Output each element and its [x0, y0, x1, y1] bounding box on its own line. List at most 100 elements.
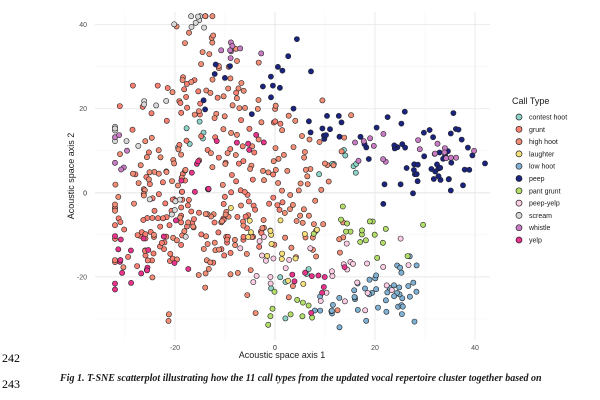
- data-point: [274, 64, 281, 70]
- data-point: [198, 231, 205, 238]
- data-point: [305, 302, 312, 309]
- data-point: [371, 231, 378, 238]
- data-point: [157, 154, 164, 161]
- data-point: [142, 252, 149, 259]
- data-point: [117, 151, 123, 157]
- data-point: [222, 211, 229, 218]
- data-point: [148, 134, 155, 141]
- data-point: [253, 272, 260, 279]
- data-point: [177, 100, 184, 106]
- data-point: [235, 160, 242, 167]
- data-point: [146, 169, 153, 176]
- data-point: [434, 140, 441, 147]
- data-point: [265, 321, 272, 328]
- data-point: [289, 283, 296, 289]
- data-point: [155, 191, 162, 198]
- data-point: [247, 165, 253, 172]
- data-point: [202, 270, 209, 277]
- data-point: [188, 208, 195, 215]
- data-point: [336, 249, 343, 256]
- data-point: [167, 250, 174, 257]
- data-point: [178, 151, 184, 158]
- data-point: [200, 246, 207, 252]
- data-point: [252, 310, 259, 316]
- data-point: [146, 181, 153, 187]
- data-point: [221, 75, 228, 81]
- data-point: [205, 185, 212, 192]
- data-point: [341, 298, 348, 305]
- data-point: [117, 257, 124, 263]
- data-point: [380, 263, 387, 270]
- series-peep: [200, 36, 488, 207]
- data-point: [288, 244, 295, 251]
- data-point: [140, 192, 147, 199]
- data-point: [161, 246, 167, 252]
- data-point: [201, 24, 207, 31]
- data-point: [221, 252, 228, 259]
- data-point: [198, 61, 204, 67]
- legend-swatch: [515, 187, 523, 195]
- data-point: [267, 274, 274, 280]
- data-point: [160, 233, 167, 240]
- line-number-243: 243: [2, 377, 20, 391]
- data-point: [145, 149, 152, 156]
- data-point: [364, 290, 371, 296]
- data-point: [414, 161, 421, 168]
- data-point: [158, 239, 165, 246]
- data-point: [265, 169, 272, 176]
- data-point: [190, 223, 197, 230]
- data-point: [227, 75, 234, 82]
- data-point: [267, 227, 274, 234]
- data-point: [284, 167, 291, 174]
- data-point: [163, 117, 170, 124]
- data-point: [209, 39, 216, 46]
- data-point: [129, 170, 136, 177]
- data-point: [380, 200, 387, 207]
- data-point: [246, 217, 253, 224]
- data-point: [277, 217, 284, 224]
- data-point: [233, 95, 240, 102]
- data-point: [142, 138, 149, 145]
- data-point: [145, 247, 152, 253]
- data-point: [249, 176, 256, 183]
- data-point: [141, 101, 147, 108]
- data-point: [231, 236, 238, 243]
- data-point: [137, 162, 144, 169]
- data-point: [232, 242, 238, 248]
- legend-swatch: [515, 150, 523, 158]
- data-point: [169, 89, 176, 96]
- legend-item: laughter: [515, 150, 555, 158]
- data-point: [450, 110, 457, 116]
- data-point: [308, 273, 315, 279]
- data-point: [471, 147, 477, 154]
- legend-item: pant grunt: [515, 187, 561, 195]
- legend-item: whistle: [515, 224, 551, 232]
- data-point: [213, 138, 220, 144]
- data-point: [383, 282, 390, 289]
- data-point: [317, 307, 324, 314]
- data-point: [270, 194, 277, 201]
- data-point: [260, 233, 267, 240]
- data-point: [251, 149, 258, 156]
- data-point: [227, 63, 233, 69]
- data-point: [267, 313, 274, 320]
- data-point: [366, 218, 373, 225]
- data-point: [413, 262, 420, 269]
- data-point: [210, 32, 217, 39]
- y-tick-label: 40: [79, 22, 87, 29]
- data-point: [388, 287, 395, 293]
- data-point: [255, 97, 262, 103]
- data-point: [246, 125, 253, 132]
- data-point: [227, 146, 234, 152]
- data-point: [155, 215, 161, 222]
- data-point: [285, 53, 292, 60]
- data-point: [235, 85, 242, 92]
- data-point: [172, 198, 179, 205]
- data-point: [432, 150, 438, 157]
- data-point: [269, 82, 276, 89]
- data-point: [270, 171, 276, 178]
- data-point: [324, 113, 330, 119]
- data-point: [199, 49, 206, 55]
- data-point: [131, 200, 137, 207]
- data-point: [279, 127, 285, 134]
